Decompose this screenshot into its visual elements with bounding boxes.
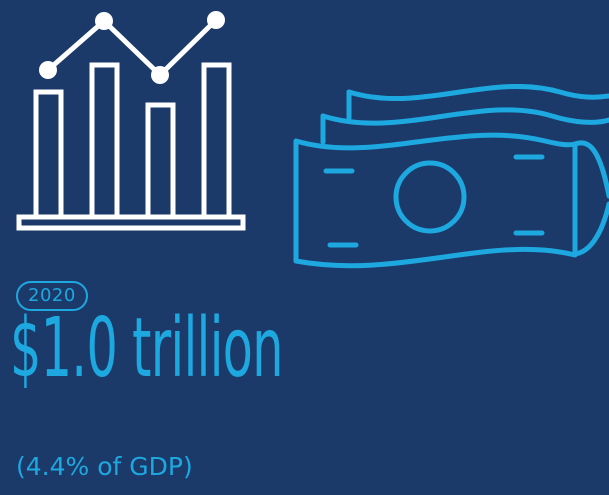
middle-note bbox=[320, 107, 609, 126]
chart-bar-1 bbox=[33, 89, 64, 220]
chart-point-2 bbox=[95, 12, 113, 30]
chart-point-3 bbox=[151, 66, 169, 84]
year-badge: 2020 bbox=[16, 281, 88, 311]
chart-bar-4 bbox=[201, 62, 232, 220]
front-note bbox=[293, 132, 578, 269]
chart-baseline bbox=[16, 214, 246, 231]
chart-point-1 bbox=[39, 61, 57, 79]
banknote-center-circle bbox=[393, 160, 467, 234]
bar-line-chart-icon bbox=[16, 11, 246, 231]
spending-amount: $1.0 trillion bbox=[10, 301, 283, 396]
banknotes-icon bbox=[293, 84, 609, 269]
chart-bar-3 bbox=[145, 102, 176, 220]
back-note bbox=[346, 84, 609, 101]
chart-bar-2 bbox=[89, 62, 120, 220]
chart-trend-line bbox=[46, 17, 218, 79]
chart-point-4 bbox=[207, 11, 225, 29]
gdp-share-note: (4.4% of GDP) bbox=[16, 452, 193, 481]
